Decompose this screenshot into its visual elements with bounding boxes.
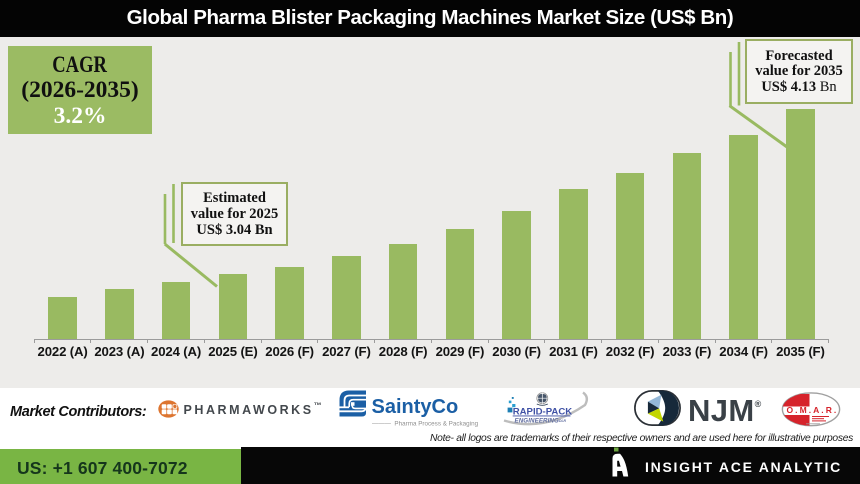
svg-text:DLR: DLR — [559, 419, 567, 423]
svg-text:ENGINEERING: ENGINEERING — [515, 418, 560, 425]
svg-text:O.M.A.R.: O.M.A.R. — [787, 405, 839, 415]
svg-text:RAPID-PACK: RAPID-PACK — [513, 406, 573, 417]
